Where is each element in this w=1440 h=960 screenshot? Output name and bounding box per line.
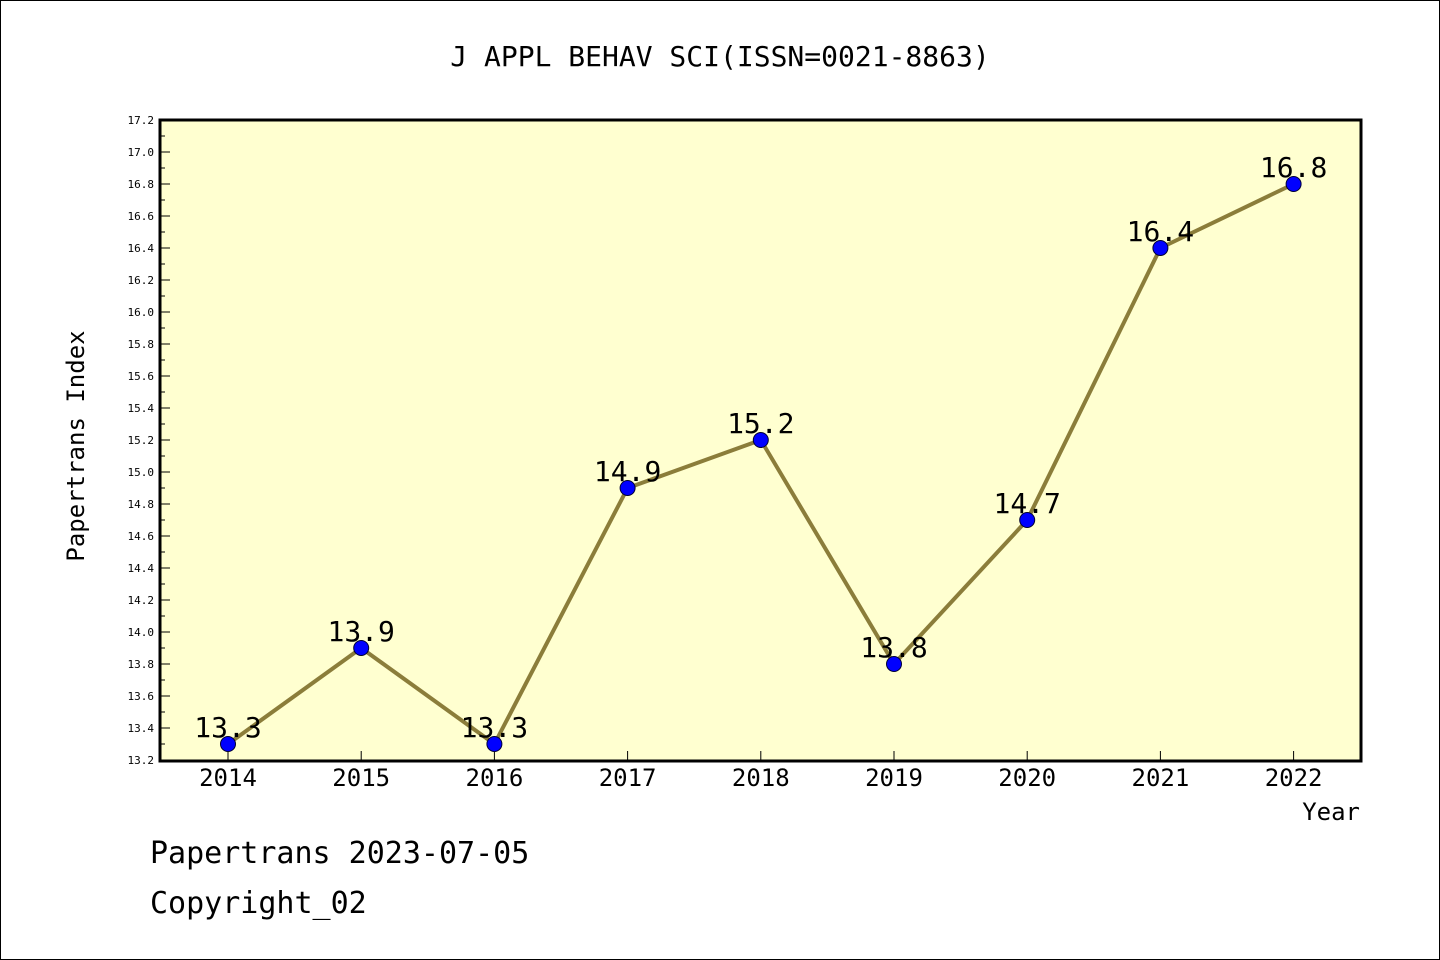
y-tick-label: 16.2 [128,274,155,287]
data-label: 15.2 [727,407,794,440]
y-tick-label: 14.0 [128,626,155,639]
data-labels: 13.3 13.9 13.3 14.9 15.2 13.8 14.7 16.4 16.8 [194,151,1327,744]
data-point [886,656,902,672]
y-tick-label: 13.4 [128,722,155,735]
data-point [1285,176,1302,192]
chart-title: J APPL BEHAV SCI(ISSN=0021-8863) [450,40,989,73]
y-tick-label: 16.4 [128,242,155,255]
footer-date: Papertrans 2023-07-05 [150,836,530,871]
x-tick-label: 2021 [1132,764,1190,792]
x-axis: 2014 2015 2016 2017 2018 2019 2020 2021 2022 [199,751,1322,792]
x-axis-title: Year [1302,798,1360,826]
x-tick-label: 2020 [998,764,1056,792]
y-tick-label: 15.2 [128,434,155,447]
data-label: 14.7 [993,487,1060,520]
data-point [619,480,636,496]
y-tick-label: 15.0 [128,466,155,479]
data-label: 13.3 [194,711,261,744]
y-tick-label: 13.6 [128,690,155,703]
y-tick-label: 14.6 [128,530,155,543]
x-tick-label: 2022 [1265,764,1323,792]
footer-copyright: Copyright_02 [150,886,367,921]
data-point [1152,240,1169,256]
y-tick-label: 14.4 [128,562,155,575]
y-tick-label: 15.8 [128,338,155,351]
data-point [220,736,236,752]
data-point [486,736,503,752]
data-point [1019,512,1036,528]
y-tick-label: 17.0 [128,146,155,159]
data-label: 13.8 [860,631,927,664]
y-tick-label: 17.2 [128,114,155,127]
data-label: 16.4 [1127,215,1194,248]
x-tick-label: 2015 [332,764,390,792]
y-tick-label: 16.0 [128,306,155,319]
x-tick-label: 2017 [599,764,657,792]
y-axis-title: Papertrans Index [62,330,90,561]
y-tick-label: 14.2 [128,594,155,607]
data-label: 14.9 [594,455,661,488]
y-tick-label: 14.8 [128,498,155,511]
y-tick-label: 13.8 [128,658,155,671]
data-label: 13.9 [327,615,394,648]
data-label: 13.3 [461,711,528,744]
data-point [752,432,769,448]
series-line-group [220,176,1302,752]
y-axis: 13.2 13.4 13.6 13.8 14.0 14.2 14.4 14.6 14.8 15.0… [128,114,170,767]
y-tick-label: 13.2 [128,754,155,767]
data-point [353,640,370,656]
x-tick-label: 2019 [865,764,923,792]
x-tick-label: 2018 [732,764,790,792]
y-tick-label: 15.4 [128,402,155,415]
y-tick-label: 15.6 [128,370,155,383]
x-tick-label: 2016 [466,764,524,792]
y-tick-label: 16.8 [128,178,155,191]
y-tick-label: 16.6 [128,210,155,223]
x-tick-label: 2014 [199,764,257,792]
data-label: 16.8 [1260,151,1327,184]
